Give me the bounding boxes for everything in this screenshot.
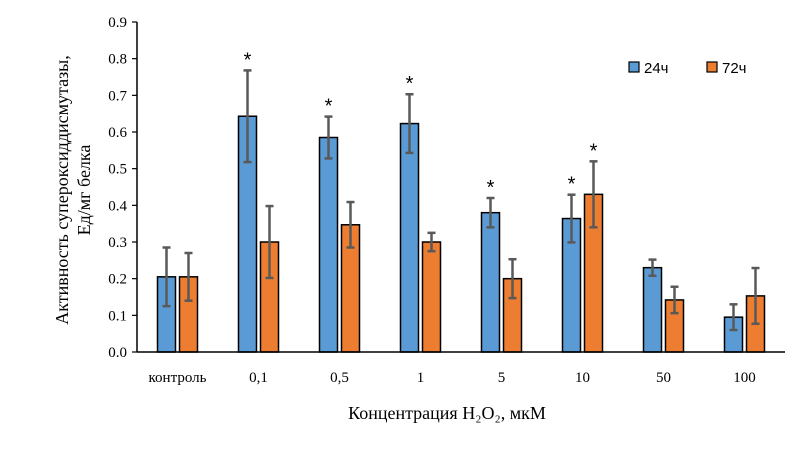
x-tick-label: 5 (498, 370, 506, 386)
significance-marker: * (406, 73, 414, 95)
x-tick-label: 10 (575, 370, 590, 386)
bar-24ч (318, 136, 339, 353)
legend-swatch-24ч (628, 61, 640, 73)
legend-swatch-72ч (706, 61, 718, 73)
y-tick-label: 0.7 (108, 88, 127, 104)
y-tick-label: 0.8 (108, 52, 127, 68)
y-axis-title-line-1: Активность супероксиддисмутазы, (52, 55, 72, 325)
y-tick-label: 0.9 (108, 15, 127, 31)
y-axis-ticks: 0.0 0.1 0.2 0.3 0.4 0.5 0.6 0.7 0.8 0.9 (108, 15, 137, 361)
significance-marker: * (244, 49, 252, 71)
bar-24ч (399, 122, 420, 353)
significance-marker: * (325, 96, 333, 118)
legend: 24ч 72ч (628, 60, 747, 77)
x-tick-label: 50 (656, 370, 671, 386)
bars: * * * * * * (156, 49, 766, 353)
legend-label: 72ч (722, 60, 747, 77)
y-tick-label: 0.3 (108, 235, 127, 251)
x-tick-label: 0,5 (330, 370, 349, 386)
y-tick-label: 0.6 (108, 125, 127, 141)
y-tick-label: 0.2 (108, 272, 127, 288)
bar-24ч (480, 211, 501, 353)
x-tick-label: 1 (417, 370, 425, 386)
y-axis-title: Активность супероксиддисмутазы, Ед/мг бе… (52, 55, 94, 325)
bar-24ч (642, 266, 663, 353)
y-axis-title-line-2: Ед/мг белка (74, 145, 94, 236)
x-tick-label: 0,1 (249, 370, 268, 386)
x-tick-label: контроль (149, 370, 207, 386)
y-tick-label: 0.0 (108, 345, 127, 361)
significance-marker: * (590, 140, 598, 162)
x-axis-title: Концентрация H₂O₂, мкМ (348, 403, 546, 423)
y-tick-label: 0.4 (108, 198, 127, 214)
bar-72ч (421, 241, 442, 353)
y-tick-label: 0.1 (108, 308, 127, 324)
x-tick-label: 100 (733, 370, 756, 386)
significance-marker: * (568, 174, 576, 196)
legend-label: 24ч (644, 60, 669, 77)
significance-marker: * (487, 177, 495, 199)
y-tick-label: 0.5 (108, 162, 127, 178)
x-axis-tick-labels: контроль 0,1 0,5 1 5 10 50 100 (149, 370, 756, 386)
